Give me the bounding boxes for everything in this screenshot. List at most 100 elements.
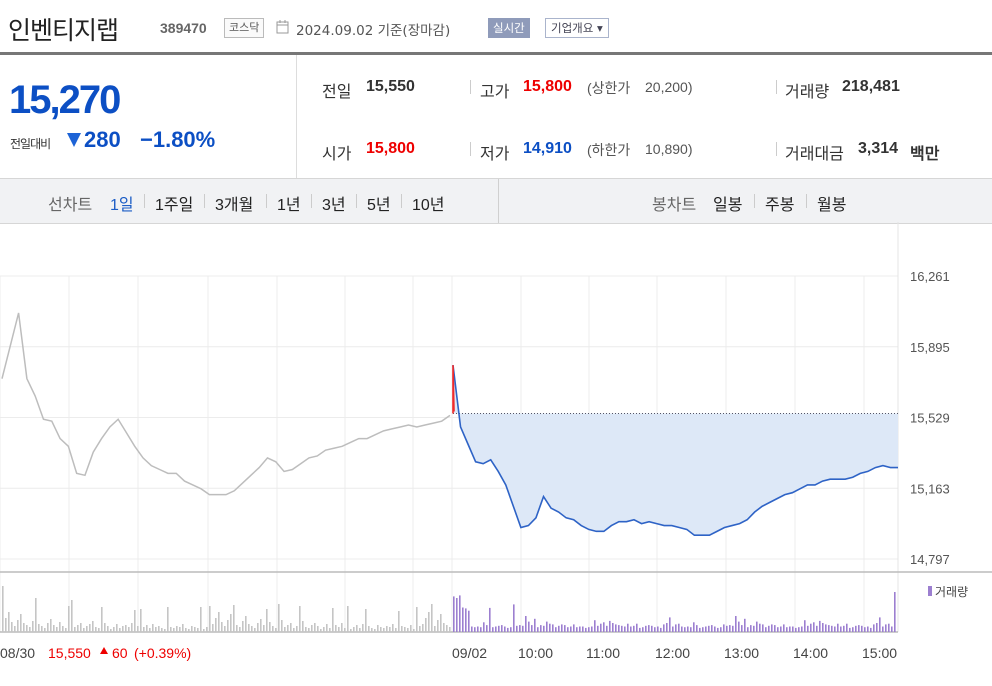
volume-bar [636, 623, 638, 632]
price-chart[interactable]: 16,261 15,895 15,529 15,163 14,797 거래량 08/30 09… [0, 222, 992, 686]
volume-bar [711, 625, 713, 632]
volume-bar [480, 627, 482, 632]
volume-bar [831, 625, 833, 632]
volume-bar [453, 596, 455, 632]
volume-bar [843, 625, 845, 632]
volume-bar [678, 623, 680, 632]
volume-bar [239, 627, 241, 632]
volume-bar [834, 626, 836, 632]
volume-bar [293, 628, 295, 632]
volume-bar [383, 628, 385, 632]
tab-divider [144, 194, 145, 208]
volume-bar [507, 627, 509, 632]
tab-divider [806, 194, 807, 208]
volume-bar [891, 626, 893, 632]
tab-divider [311, 194, 312, 208]
volume-bar [353, 627, 355, 632]
tab-divider [401, 194, 402, 208]
volume-bar [272, 626, 274, 632]
volume-bar [858, 625, 860, 632]
volume-bar [290, 623, 292, 632]
market-badge: 코스닥 [224, 18, 265, 38]
volume-bar [119, 628, 121, 632]
change-percent: −1.80% [140, 127, 216, 152]
volume-bar [627, 623, 629, 632]
y-tick-label: 15,895 [910, 340, 950, 355]
x-tick-label: 11:00 [586, 645, 620, 661]
volume-bar [750, 625, 752, 632]
volume-bar [537, 627, 539, 632]
tab-daily-candle[interactable]: 일봉 [713, 197, 743, 214]
volume-bar [11, 622, 13, 632]
volume-bar [197, 628, 199, 632]
realtime-button[interactable]: 실시간 [488, 18, 530, 38]
volume-bar [158, 626, 160, 632]
volume-bar [392, 624, 394, 632]
upper-limit-label: (상한가 [587, 80, 631, 96]
volume-bar [789, 626, 791, 632]
tab-monthly-candle[interactable]: 월봉 [817, 197, 847, 214]
tab-1day[interactable]: 1일 [110, 197, 134, 214]
volume-bar [540, 625, 542, 632]
volume-bar [170, 627, 172, 632]
volume-bar [152, 624, 154, 632]
volume-bar [813, 622, 815, 632]
volume-bar [513, 604, 515, 632]
volume-value: 218,481 [842, 78, 900, 95]
x-tick-label: 09/02 [452, 645, 487, 661]
change-amount: 280 [84, 127, 121, 152]
volume-bar [281, 620, 283, 632]
volume-bar [669, 617, 671, 632]
tab-5year[interactable]: 5년 [367, 197, 391, 214]
volume-bar [194, 627, 196, 632]
volume-bar [86, 626, 88, 632]
volume-bar [125, 625, 127, 632]
tab-3month[interactable]: 3개월 [215, 197, 254, 214]
tab-10year[interactable]: 10년 [412, 197, 445, 214]
volume-bar [107, 626, 109, 632]
y-tick-label: 15,529 [910, 411, 950, 426]
volume-bar [660, 627, 662, 632]
volume-bar [474, 627, 476, 632]
volume-bar [771, 624, 773, 632]
volume-bar [459, 595, 461, 632]
volume-bar [684, 627, 686, 632]
volume-bar [215, 618, 217, 632]
volume-bar [50, 619, 52, 632]
volume-bar [525, 616, 527, 632]
volume-bar [462, 607, 464, 632]
volume-bar [428, 612, 430, 632]
high-label: 고가 [480, 84, 510, 101]
volume-bar [380, 627, 382, 632]
volume-bar [245, 616, 247, 632]
volume-bar [308, 628, 310, 632]
volume-bar [588, 627, 590, 632]
volume-bar [323, 627, 325, 632]
tab-1year[interactable]: 1년 [277, 197, 301, 214]
volume-bar [618, 625, 620, 632]
volume-bar [161, 628, 163, 632]
volume-bar [573, 624, 575, 632]
volume-bar [443, 623, 445, 632]
tab-divider [356, 194, 357, 208]
volume-bar [645, 625, 647, 632]
prev-day-line [1, 312, 451, 496]
volume-bar [483, 622, 485, 632]
volume-bar [732, 625, 734, 632]
volume-bar [690, 627, 692, 632]
company-overview-dropdown[interactable]: 기업개요 ▾ [545, 18, 609, 38]
volume-bar [552, 624, 554, 632]
tab-3year[interactable]: 3년 [322, 197, 346, 214]
volume-bar [465, 608, 467, 632]
trade-amount-value: 3,314 [858, 140, 899, 157]
volume-bar [131, 623, 133, 632]
volume-bar [720, 627, 722, 632]
volume-bar [434, 626, 436, 632]
tab-1week[interactable]: 1주일 [155, 197, 194, 214]
tab-weekly-candle[interactable]: 주봉 [765, 197, 795, 214]
volume-bar [173, 628, 175, 632]
volume-bar [510, 627, 512, 632]
volume-bar [471, 626, 473, 632]
volume-bar [263, 625, 265, 632]
volume-bar [873, 624, 875, 632]
